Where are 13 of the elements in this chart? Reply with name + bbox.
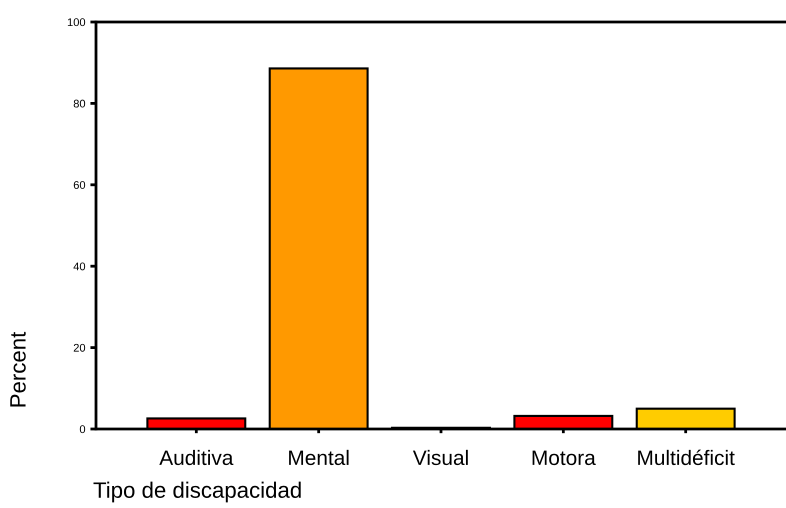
x-tick-label: Auditiva [159, 450, 234, 466]
y-tick-label: 100 [68, 18, 86, 26]
x-tick-label: Visual [412, 450, 468, 466]
y-axis-title: Percent [10, 332, 26, 406]
y-tick-label: 40 [73, 262, 86, 270]
y-tick-label: 20 [74, 344, 86, 352]
x-tick-label: Multidéficit [638, 450, 735, 466]
x-tick-label: Mental [289, 450, 349, 466]
x-tick-label: Motora [532, 450, 596, 466]
y-tick-label: 0 [80, 425, 86, 434]
y-tick-label: 60 [74, 181, 86, 189]
y-tick-label: 80 [74, 100, 86, 108]
x-axis-title: Tipo de discapacidad [94, 482, 301, 502]
